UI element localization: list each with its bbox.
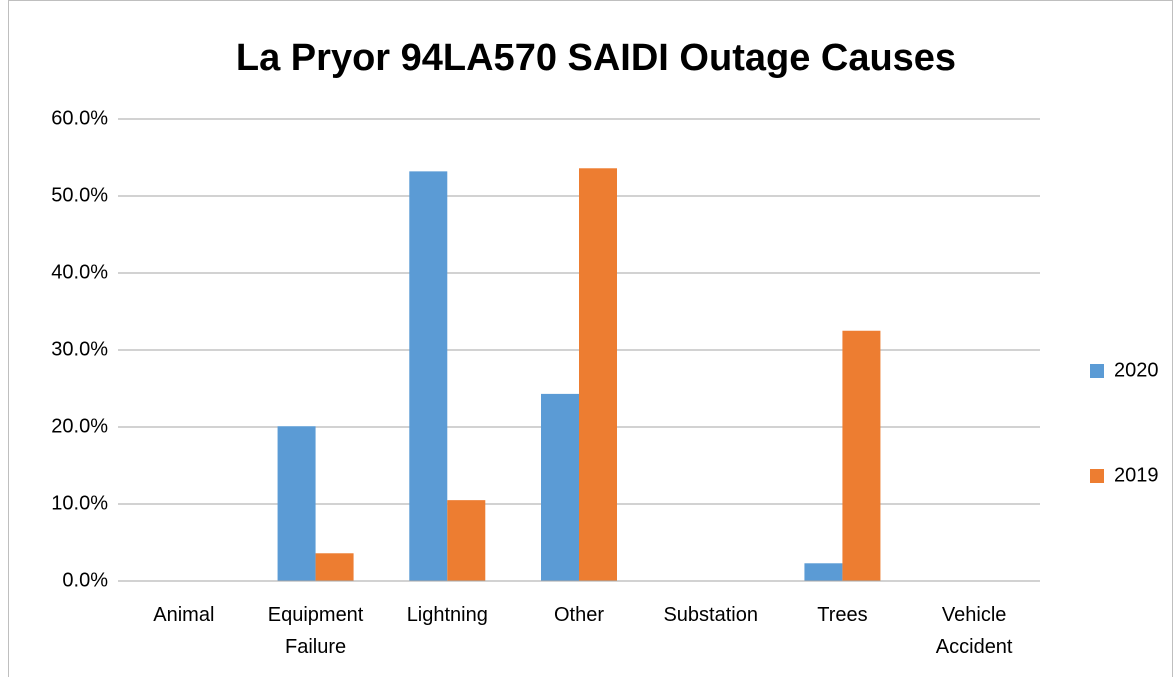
- x-tick-label: Animal: [153, 604, 215, 626]
- bar: [315, 553, 354, 581]
- y-tick-label: 10.0%: [51, 492, 108, 514]
- x-tick-label: Equipment Failure: [267, 604, 364, 658]
- x-tick-label: Lightning: [406, 604, 488, 626]
- legend-label: 2019: [1114, 464, 1159, 486]
- legend-label: 2020: [1114, 359, 1159, 381]
- x-tick-label: Vehicle Accident: [935, 604, 1013, 658]
- bar: [277, 426, 316, 581]
- bar: [541, 393, 579, 581]
- bar: [447, 500, 486, 581]
- legend-swatch: [1090, 469, 1104, 483]
- bar: [409, 171, 448, 582]
- y-tick-label: 20.0%: [51, 415, 108, 437]
- chart-title: La Pryor 94LA570 SAIDI Outage Causes: [236, 37, 956, 79]
- x-tick-label: Trees: [817, 604, 868, 626]
- bar: [804, 563, 843, 581]
- y-tick-label: 0.0%: [62, 569, 108, 591]
- y-tick-label: 30.0%: [51, 338, 108, 360]
- legend-swatch: [1090, 364, 1104, 378]
- bar: [842, 330, 881, 581]
- y-tick-label: 50.0%: [51, 184, 108, 206]
- y-tick-label: 40.0%: [51, 261, 108, 283]
- x-tick-label: Other: [553, 604, 605, 626]
- x-tick-label: Substation: [663, 604, 758, 626]
- bar: [579, 168, 617, 581]
- y-tick-label: 60.0%: [51, 107, 108, 129]
